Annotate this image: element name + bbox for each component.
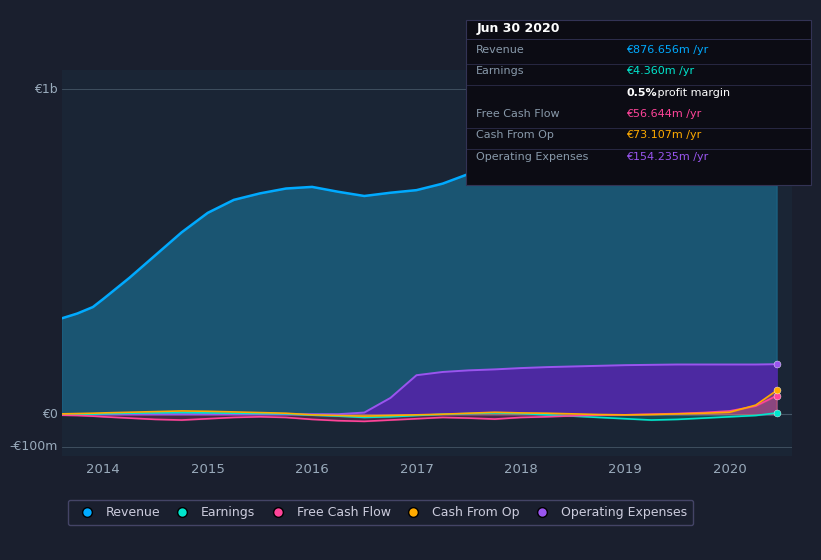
Text: Revenue: Revenue <box>476 45 525 55</box>
Text: Jun 30 2020: Jun 30 2020 <box>476 22 560 35</box>
Legend: Revenue, Earnings, Free Cash Flow, Cash From Op, Operating Expenses: Revenue, Earnings, Free Cash Flow, Cash … <box>68 500 693 525</box>
Text: €1b: €1b <box>34 83 58 96</box>
Text: €73.107m /yr: €73.107m /yr <box>626 130 702 141</box>
Text: €0: €0 <box>42 408 58 421</box>
Text: €4.360m /yr: €4.360m /yr <box>626 67 695 77</box>
Text: Earnings: Earnings <box>476 67 525 77</box>
Text: €154.235m /yr: €154.235m /yr <box>626 152 709 162</box>
Text: Operating Expenses: Operating Expenses <box>476 152 589 162</box>
Text: €876.656m /yr: €876.656m /yr <box>626 45 709 55</box>
Text: -€100m: -€100m <box>10 440 58 453</box>
Text: 0.5%: 0.5% <box>626 88 657 98</box>
Text: €56.644m /yr: €56.644m /yr <box>626 109 702 119</box>
Text: profit margin: profit margin <box>654 88 730 98</box>
Text: Free Cash Flow: Free Cash Flow <box>476 109 560 119</box>
Text: Cash From Op: Cash From Op <box>476 130 554 141</box>
